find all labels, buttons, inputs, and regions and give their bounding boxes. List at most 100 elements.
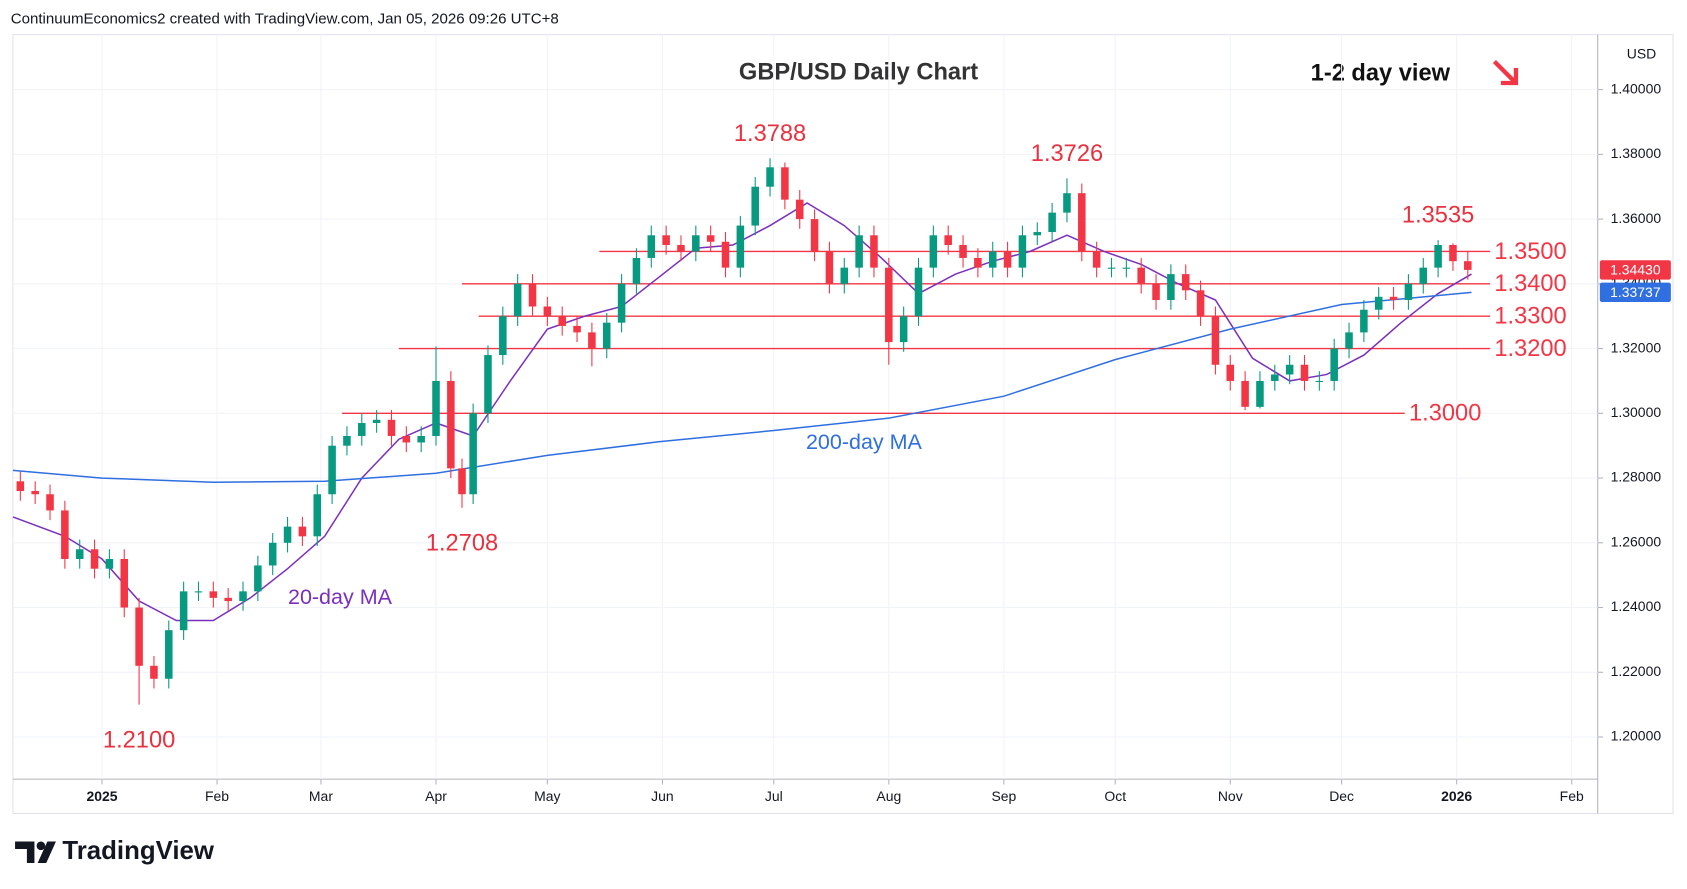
candle-body (855, 235, 863, 268)
candle-body (224, 597, 232, 602)
candle-body (46, 494, 54, 511)
candle-body (239, 591, 247, 602)
candle-body (795, 199, 804, 220)
candle-body (1226, 364, 1235, 381)
candle-body (1018, 235, 1027, 268)
candle-body (1033, 232, 1042, 236)
y-tick-label: 1.32000 (1611, 339, 1662, 355)
x-tick-label: May (534, 788, 560, 804)
candle-body (840, 267, 849, 284)
candle-body (706, 235, 715, 242)
chart-title: GBP/USD Daily Chart (739, 60, 978, 86)
candle-body (959, 244, 967, 258)
annotation-label: 1.2100 (103, 727, 175, 753)
candle-body (885, 267, 893, 343)
candle-body (1107, 267, 1116, 269)
candle-body (1048, 212, 1056, 233)
candle-body (929, 235, 938, 268)
candle-body (105, 558, 114, 569)
candle-body (914, 267, 923, 317)
candle-body (1167, 274, 1175, 301)
moving-average-line (12, 291, 1472, 484)
y-tick-label: 1.20000 (1611, 728, 1662, 744)
x-tick-label: 2025 (86, 788, 117, 804)
candle-body (1419, 267, 1428, 284)
candle-body (358, 423, 366, 436)
candle-body (469, 413, 477, 495)
candle-body (988, 251, 997, 268)
candle-body (61, 510, 69, 559)
candle-body (387, 419, 396, 436)
candle-body (90, 549, 99, 569)
brand-logo (15, 841, 56, 864)
plot-area: 1.20000 1.22000 1.24000 1.26000 1.28000 1.300… (12, 34, 1671, 804)
candle-body (1434, 244, 1442, 268)
candle-body (677, 244, 685, 252)
candle-body (254, 565, 262, 592)
candle-body (543, 306, 552, 317)
subtitle: 1-2 day view (1311, 61, 1451, 87)
y-tick-label: 1.22000 (1611, 663, 1662, 679)
candle-body (1092, 251, 1101, 268)
candle-body (1300, 364, 1309, 381)
candle-body (432, 380, 440, 436)
candle-body (1389, 296, 1398, 301)
x-tick-label: Mar (309, 788, 333, 804)
candle-body (75, 549, 84, 559)
candle-body (1181, 274, 1190, 291)
price-tag (1599, 282, 1671, 303)
candle-body (870, 235, 878, 268)
annotation-label: 1.2708 (426, 531, 498, 557)
candle-body (513, 283, 522, 317)
candle-body (1152, 283, 1160, 301)
candle-body (1315, 380, 1324, 383)
candle-body (313, 494, 322, 537)
currency: USD (1627, 46, 1657, 62)
candle-body (16, 481, 25, 492)
level-label: 1.3000 (1409, 401, 1481, 427)
candle-body (736, 225, 745, 268)
x-tick-label: Nov (1218, 788, 1243, 804)
y-tick-label: 1.28000 (1611, 469, 1662, 485)
candle-body (766, 167, 774, 187)
x-tick-label: Feb (1560, 788, 1584, 804)
candle-body (588, 332, 596, 349)
candle-body (458, 468, 466, 495)
candle-body (298, 526, 307, 537)
candle-body (781, 167, 789, 200)
candle-body (1404, 283, 1413, 301)
x-tick-label: Jul (765, 788, 783, 804)
y-tick-label: 1.30000 (1611, 404, 1662, 420)
x-tick-label: Feb (205, 788, 229, 804)
level-label: 1.3400 (1494, 271, 1566, 297)
x-tick-label: 2026 (1441, 788, 1472, 804)
candle-body (632, 257, 641, 284)
moving-average-label: 200-day MA (806, 430, 923, 454)
candle-body (484, 355, 492, 414)
candle-body (31, 491, 39, 495)
chart-frame (12, 34, 1674, 815)
moving-average-line (12, 202, 1472, 622)
candle-body (1374, 296, 1383, 310)
x-tick-label: Sep (991, 788, 1016, 804)
candle-body (1345, 332, 1353, 349)
candle-body (573, 325, 581, 333)
candle-body (343, 435, 351, 446)
candle-body (268, 542, 277, 566)
candle-body (1211, 316, 1220, 365)
level-label: 1.3500 (1494, 239, 1566, 265)
candle-body (194, 591, 203, 593)
candle-body (1360, 309, 1368, 333)
y-tick-label: 1.26000 (1611, 533, 1662, 549)
x-tick-label: Oct (1104, 788, 1126, 804)
price-tag (1599, 260, 1671, 280)
header: ContinuumEconomics2 created with Trading… (11, 11, 559, 28)
candle-body (1285, 364, 1294, 375)
candle-body (602, 322, 611, 349)
candle-body (558, 316, 566, 326)
candle-body (692, 235, 700, 252)
y-tick-label: 1.38000 (1611, 145, 1662, 161)
candle-body (417, 435, 425, 443)
